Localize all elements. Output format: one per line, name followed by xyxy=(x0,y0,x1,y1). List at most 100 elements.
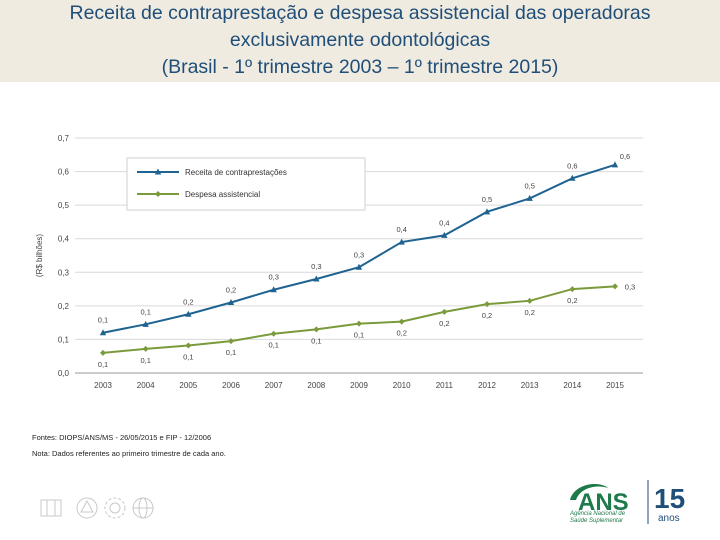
data-point xyxy=(100,349,106,356)
data-point xyxy=(441,231,448,238)
data-point xyxy=(611,161,619,168)
data-label: 0,1 xyxy=(226,348,236,357)
data-label: 0,1 xyxy=(183,352,193,361)
legend-label: Receita de contraprestações xyxy=(185,168,287,177)
ans-logo-mark: ANS 15 anos xyxy=(570,480,685,524)
data-label: 0,5 xyxy=(482,195,492,204)
legend-marker xyxy=(155,191,161,197)
x-tick-label: 2013 xyxy=(521,381,539,390)
data-label: 0,2 xyxy=(524,308,534,317)
data-label: 0,3 xyxy=(625,282,635,291)
page-title-line-2: exclusivamente odontológicas xyxy=(229,29,491,51)
x-tick-label: 2011 xyxy=(436,381,454,390)
data-point xyxy=(526,194,533,201)
x-tick-label: 2003 xyxy=(94,381,112,390)
data-point xyxy=(483,208,491,215)
data-point xyxy=(526,297,533,304)
data-label: 0,2 xyxy=(396,329,406,338)
data-point xyxy=(313,326,320,333)
x-tick-label: 2009 xyxy=(350,381,368,390)
x-tick-label: 2014 xyxy=(563,381,581,390)
data-label: 0,2 xyxy=(482,311,492,320)
data-label: 0,5 xyxy=(524,181,534,190)
data-label: 0,4 xyxy=(396,225,406,234)
data-point xyxy=(355,263,363,270)
data-label: 0,1 xyxy=(140,356,150,365)
data-point xyxy=(441,308,448,315)
data-point xyxy=(484,301,490,308)
data-label: 0,6 xyxy=(620,152,630,161)
y-tick-label: 0,2 xyxy=(58,302,70,311)
data-point xyxy=(227,299,235,305)
recycle-icon xyxy=(76,497,98,519)
data-point xyxy=(356,320,362,327)
data-label: 0,2 xyxy=(226,286,236,295)
data-label: 0,1 xyxy=(268,341,278,350)
ans-subtitle-line-1: Agência Nacional de xyxy=(570,511,626,517)
data-label: 0,1 xyxy=(98,316,108,325)
x-tick-label: 2005 xyxy=(179,381,197,390)
ans-subtitle-line-2: Saúde Suplementar xyxy=(570,518,624,524)
data-point xyxy=(99,329,107,336)
data-label: 0,2 xyxy=(439,319,449,328)
y-tick-label: 0,7 xyxy=(58,134,70,143)
years-number: 15 xyxy=(654,483,685,514)
data-label: 0,1 xyxy=(311,336,321,345)
legend-marker xyxy=(154,168,162,175)
x-tick-label: 2006 xyxy=(222,381,240,390)
data-label: 0,1 xyxy=(140,307,150,316)
x-tick-label: 2015 xyxy=(606,381,624,390)
page-title-line-1: Receita de contraprestação e despesa ass… xyxy=(69,2,651,24)
y-tick-label: 0,1 xyxy=(58,335,70,344)
data-point xyxy=(398,318,405,325)
data-label: 0,6 xyxy=(567,161,577,170)
y-axis-title: (R$ bilhões) xyxy=(35,234,44,277)
x-tick-label: 2004 xyxy=(137,381,155,390)
series-line-despesa xyxy=(102,285,616,354)
data-label: 0,4 xyxy=(439,218,449,227)
data-label: 0,2 xyxy=(567,296,577,305)
notes: Fontes: DIOPS/ANS/MS - 26/05/2015 e FIP … xyxy=(32,430,226,462)
title-band: Receita de contraprestação e despesa ass… xyxy=(0,0,720,82)
x-tick-label: 2008 xyxy=(307,381,325,390)
data-point xyxy=(398,238,405,245)
line-chart: 0,0 0,1 0,2 0,3 0,4 0,5 0,6 0,7 2003 2004 2005 2006… xyxy=(35,134,643,390)
years-word: anos xyxy=(658,513,680,524)
source-note: Fontes: DIOPS/ANS/MS - 26/05/2015 e FIP … xyxy=(32,433,212,442)
data-point xyxy=(185,342,192,349)
data-point xyxy=(569,286,576,293)
data-label: 0,1 xyxy=(354,331,364,340)
data-label: 0,3 xyxy=(268,273,278,282)
data-label: 0,3 xyxy=(354,250,364,259)
data-point xyxy=(185,310,192,317)
data-point xyxy=(142,320,149,327)
ans-logo-subtitle: Agência Nacional de Saúde Suplementar xyxy=(570,511,625,525)
building-icon xyxy=(40,499,62,517)
data-point xyxy=(569,174,576,181)
gear-icon xyxy=(104,497,126,519)
data-point xyxy=(612,283,618,290)
data-point xyxy=(313,275,320,282)
y-tick-label: 0,6 xyxy=(58,168,70,177)
ans-swoosh-icon xyxy=(570,484,608,500)
y-tick-label: 0,5 xyxy=(58,201,70,210)
data-point xyxy=(270,286,277,293)
legend-label: Despesa assistencial xyxy=(185,190,260,199)
ans-brand-text: ANS xyxy=(578,489,629,516)
data-point xyxy=(142,345,149,352)
page-title-line-3: (Brasil - 1º trimestre 2003 – 1º trimest… xyxy=(161,56,559,78)
data-label: 0,2 xyxy=(183,297,193,306)
legend-box xyxy=(126,157,366,211)
x-tick-label: 2007 xyxy=(265,381,283,390)
x-tick-label: 2010 xyxy=(393,381,411,390)
x-tick-label: 2012 xyxy=(478,381,496,390)
globe-icon xyxy=(132,497,154,519)
data-note: Nota: Dados referentes ao primeiro trime… xyxy=(32,449,226,458)
y-tick-label: 0,4 xyxy=(58,235,70,244)
y-tick-label: 0,3 xyxy=(58,268,70,277)
y-tick-label: 0,0 xyxy=(58,369,70,378)
data-point xyxy=(228,338,234,345)
data-label: 0,3 xyxy=(311,262,321,271)
data-point xyxy=(270,330,277,337)
ans-logo: ANS 15 anos xyxy=(568,478,698,526)
